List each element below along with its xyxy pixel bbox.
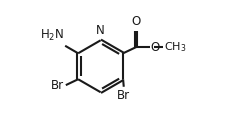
Text: Br: Br (51, 79, 64, 92)
Text: N: N (96, 24, 105, 37)
Text: O: O (132, 15, 141, 28)
Text: $\mathregular{CH_3}$: $\mathregular{CH_3}$ (164, 40, 186, 54)
Text: $\mathregular{H_2N}$: $\mathregular{H_2N}$ (40, 28, 64, 43)
Text: O: O (150, 41, 160, 54)
Text: Br: Br (117, 89, 130, 102)
